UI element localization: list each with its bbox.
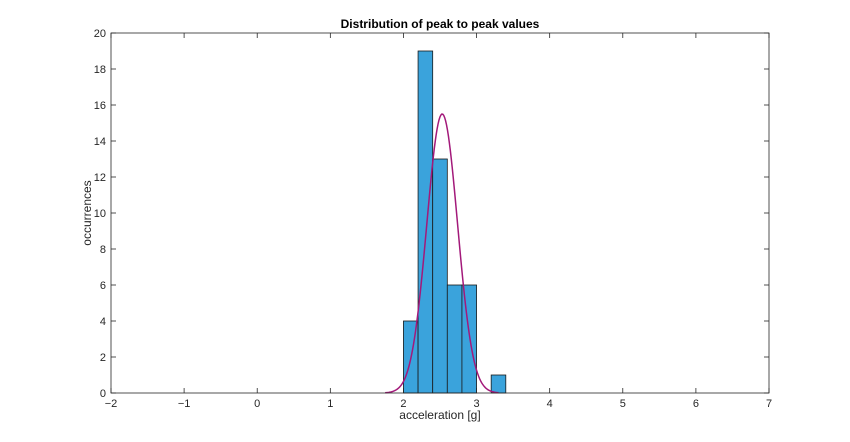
histogram-bar-4	[446, 284, 463, 394]
normal-fit-curve	[385, 113, 499, 394]
y-tick-label: 6	[100, 280, 106, 292]
x-tick-label: 4	[547, 398, 553, 410]
x-tick-label: 3	[473, 398, 479, 410]
y-axis-label: occurrences	[80, 180, 94, 245]
y-tick-label: 2	[100, 352, 106, 364]
y-tick-label: 14	[94, 136, 106, 148]
x-tick-label: −1	[178, 398, 191, 410]
x-tick-label: 6	[693, 398, 699, 410]
x-tick-label: 0	[254, 398, 260, 410]
y-tick-label: 4	[100, 316, 106, 328]
histogram-bar-3	[432, 158, 448, 394]
x-tick-label: 1	[327, 398, 333, 410]
x-tick-label: 2	[400, 398, 406, 410]
histogram-bar-5	[461, 284, 477, 394]
x-axis-label: acceleration [g]	[399, 408, 480, 422]
fit-curve-layer	[385, 113, 499, 394]
x-axis-ticks: −2 −1 0 1 2 3 4 5 6 7	[105, 33, 772, 410]
y-tick-label: 20	[94, 28, 106, 40]
y-tick-label: 0	[100, 388, 106, 400]
y-tick-label: 12	[94, 172, 106, 184]
chart-title: Distribution of peak to peak values	[341, 17, 540, 31]
x-tick-label: 7	[766, 398, 772, 410]
histogram-bar-2	[417, 50, 434, 394]
y-tick-label: 8	[100, 244, 106, 256]
y-tick-label: 18	[94, 64, 106, 76]
y-tick-label: 16	[94, 100, 106, 112]
y-axis-ticks: 0 2 4 6 8 10 12 14 16 18 20	[94, 28, 769, 400]
histogram-bars	[403, 50, 507, 394]
x-tick-label: 5	[620, 398, 626, 410]
x-tick-label: −2	[105, 398, 118, 410]
y-tick-label: 10	[94, 208, 106, 220]
histogram-bar-6	[490, 374, 507, 394]
